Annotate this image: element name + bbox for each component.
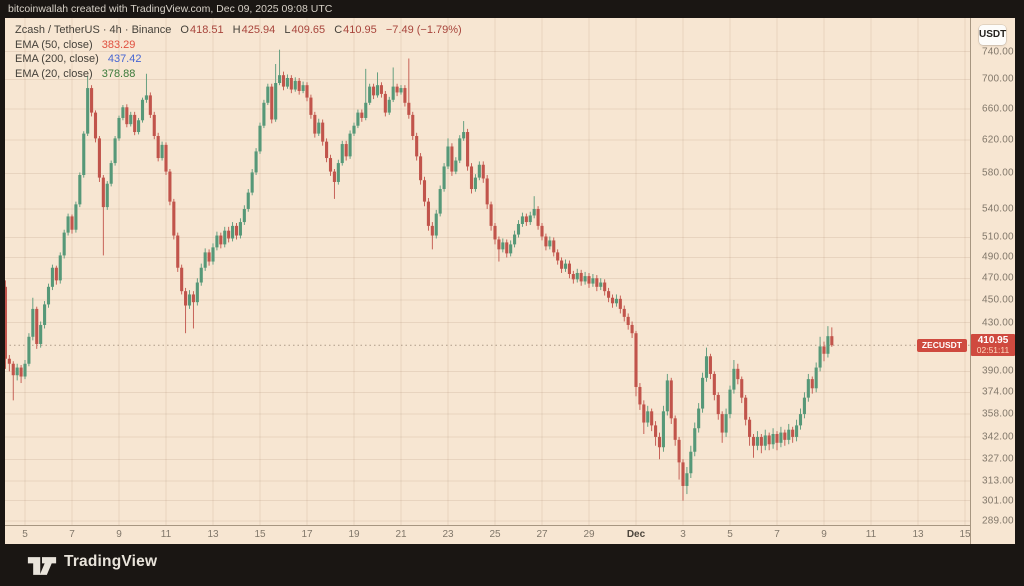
chart-legend: Zcash / TetherUS · 4h · Binance O418.51 …	[15, 23, 462, 81]
time-axis-label: 5	[727, 529, 733, 540]
price-axis-label: 490.00	[982, 251, 1014, 263]
price-axis-label: 327.00	[982, 453, 1014, 465]
price-axis-label: 313.00	[982, 475, 1014, 487]
time-axis-label: 9	[821, 529, 827, 540]
price-axis-label: 470.00	[982, 272, 1014, 284]
time-axis-label: 5	[22, 529, 28, 540]
time-axis-label: 3	[680, 529, 686, 540]
low-label: L	[284, 24, 291, 36]
low-value: 409.65	[291, 24, 326, 36]
tradingview-wordmark[interactable]: TradingView	[64, 553, 158, 570]
tradingview-logo-icon[interactable]	[27, 554, 57, 578]
change-value: −7.49 (−1.79%)	[385, 24, 462, 36]
price-axis-label: 289.00	[982, 515, 1014, 527]
time-axis-label: 7	[69, 529, 75, 540]
time-axis-label: 17	[301, 529, 313, 540]
open-label: O	[180, 24, 189, 36]
time-axis[interactable]: 5 7 9 11 13 15 17 19 21 23 25 27 29 Dec 3 5 7 9 11 13 15	[5, 526, 971, 544]
price-axis-label: 580.00	[982, 167, 1014, 179]
time-axis-label: 29	[583, 529, 595, 540]
time-axis-label: 19	[348, 529, 360, 540]
high-value: 425.94	[241, 24, 276, 36]
attribution-text: bitcoinwallah created with TradingView.c…	[8, 3, 333, 15]
price-axis[interactable]: USDT 740.00 700.00 660.00 620.00 580.00 540.0…	[971, 18, 1015, 527]
legend-indicator-row-ema20[interactable]: EMA (20, close) 378.88	[15, 67, 462, 82]
time-axis-label: 15	[959, 529, 971, 540]
time-axis-label: 15	[254, 529, 266, 540]
time-axis-label: 7	[774, 529, 780, 540]
last-price-axis-label: 410.95 02:51:11	[971, 334, 1015, 357]
ema20-label: EMA (20, close)	[15, 67, 93, 80]
time-axis-label: 11	[865, 529, 877, 540]
ema50-value: 383.29	[101, 38, 136, 51]
close-label: C	[334, 24, 343, 36]
legend-symbol-row[interactable]: Zcash / TetherUS · 4h · Binance O418.51 …	[15, 23, 462, 38]
symbol-title: Zcash / TetherUS · 4h · Binance	[15, 24, 172, 36]
last-price-value: 410.95	[977, 335, 1009, 347]
ema50-label: EMA (50, close)	[15, 38, 93, 51]
time-axis-label: 11	[160, 529, 172, 540]
chart-panel: USDT 740.00 700.00 660.00 620.00 580.00 540.0…	[5, 18, 1015, 544]
time-axis-label: 13	[912, 529, 924, 540]
price-axis-label: 620.00	[982, 134, 1014, 146]
time-axis-label: 9	[116, 529, 122, 540]
branding-footer: TradingView	[0, 544, 1024, 586]
time-axis-label: 21	[395, 529, 407, 540]
time-axis-separator	[5, 525, 971, 526]
ema200-value: 437.42	[107, 53, 142, 65]
price-axis-label: 374.00	[982, 386, 1014, 398]
price-axis-label: 450.00	[982, 294, 1014, 306]
price-axis-label: 660.00	[982, 103, 1014, 115]
high-label: H	[232, 24, 241, 36]
price-axis-label: 301.00	[982, 495, 1014, 507]
attribution-bar: bitcoinwallah created with TradingView.c…	[0, 0, 1024, 18]
time-axis-label: 27	[536, 529, 548, 540]
price-axis-label: 700.00	[982, 73, 1014, 85]
price-axis-label: 342.00	[982, 431, 1014, 443]
price-axis-label: 358.00	[982, 408, 1014, 420]
time-axis-label: Dec	[626, 529, 646, 540]
ema20-value: 378.88	[101, 67, 136, 80]
bar-close-countdown: 02:51:11	[976, 345, 1010, 356]
time-axis-label: 23	[442, 529, 454, 540]
ema200-label: EMA (200, close)	[15, 53, 99, 65]
time-axis-label: 13	[207, 529, 219, 540]
legend-indicator-row-ema50[interactable]: EMA (50, close) 383.29	[15, 38, 462, 53]
currency-toggle-button[interactable]: USDT	[979, 25, 1006, 45]
price-axis-separator	[970, 18, 971, 544]
price-axis-label: 540.00	[982, 203, 1014, 215]
price-axis-label: 740.00	[982, 46, 1014, 58]
price-axis-label: 430.00	[982, 317, 1014, 329]
open-value: 418.51	[189, 24, 224, 36]
legend-indicator-row-ema200[interactable]: EMA (200, close) 437.42	[15, 52, 462, 67]
price-axis-label: 390.00	[982, 365, 1014, 377]
time-axis-label: 25	[489, 529, 501, 540]
candlestick-plot[interactable]	[5, 18, 970, 525]
price-axis-label: 510.00	[982, 231, 1014, 243]
close-value: 410.95	[343, 24, 377, 36]
symbol-price-pill: ZECUSDT	[916, 338, 967, 352]
